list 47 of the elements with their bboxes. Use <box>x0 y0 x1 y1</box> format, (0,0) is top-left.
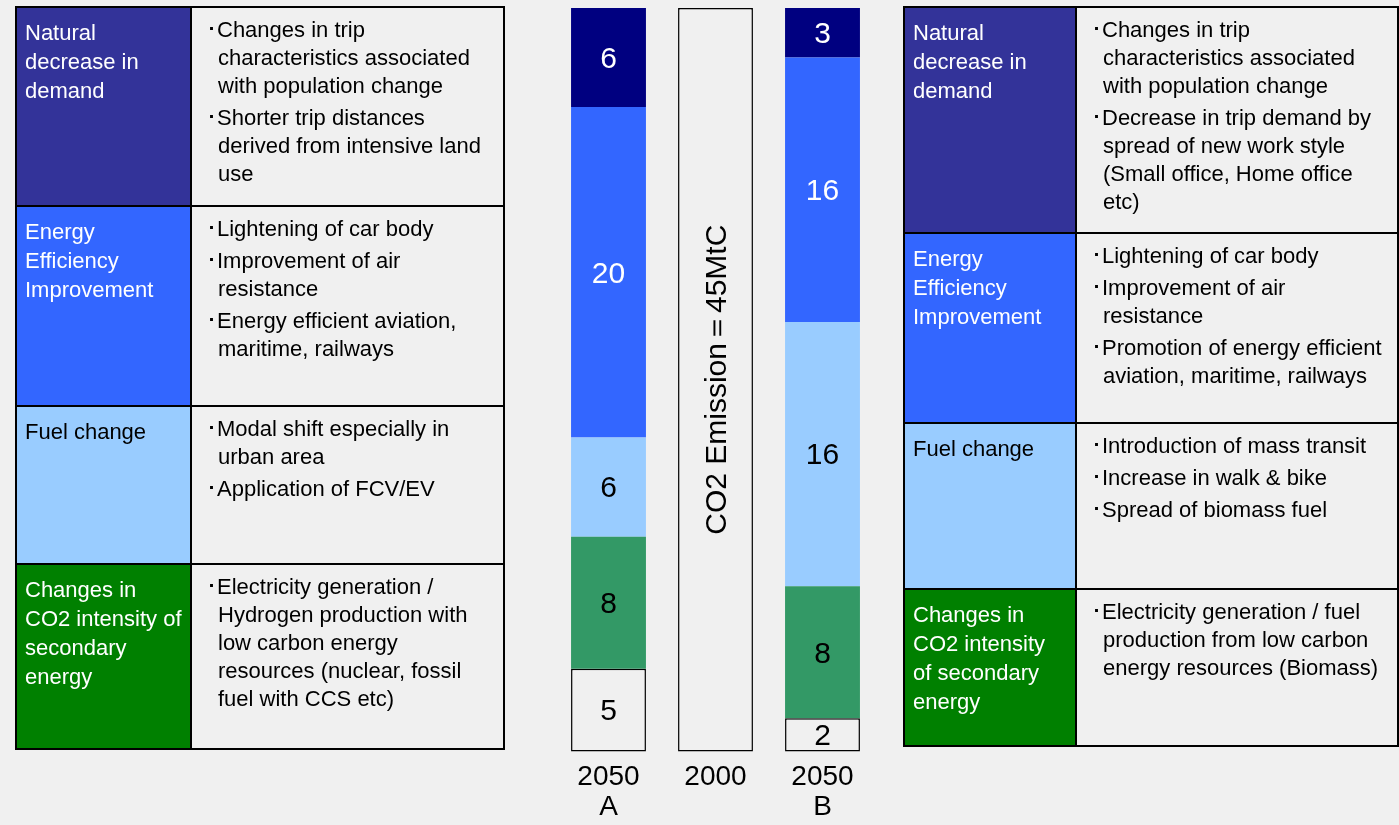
bar <box>571 107 646 438</box>
category-label: Energy Efficiency Improvement <box>17 207 190 405</box>
data-label: 20 <box>591 255 626 289</box>
text: ･Changes in trip characteristics associated with population change <box>206 17 470 98</box>
text: ･Introduction of mass transit <box>1091 433 1367 458</box>
bar <box>785 321 860 587</box>
category-label: Fuel change <box>905 424 1075 588</box>
data-label: 16 <box>805 172 840 206</box>
text: ･Application of FCV/EV <box>206 476 435 501</box>
bar <box>571 437 646 537</box>
bar <box>785 57 860 322</box>
text: ･Changes in trip characteristics associated with population change <box>1091 17 1355 98</box>
text: ･Modal shift especially in urban area <box>206 416 450 469</box>
text: ･Spread of biomass fuel <box>1091 497 1328 522</box>
data-label: 2 <box>814 718 831 752</box>
category-label: Changes in CO2 intensity of secondary energy <box>17 565 190 748</box>
text: ･Lightening of car body <box>206 216 434 241</box>
text: ･Lightening of car body <box>1091 243 1319 268</box>
category-label: Energy Efficiency Improvement <box>905 234 1075 422</box>
bar <box>785 586 860 719</box>
data-label: 16 <box>805 437 840 471</box>
text: ･Promotion of energy efficient aviation, maritime, railways <box>1091 335 1382 388</box>
text: ･Energy efficient aviation, maritime, railways <box>206 308 457 361</box>
text: ･Electricity generation / Hydrogen production with low carbon energy resources (nuclear, fossil fuel with CCS etc) <box>206 574 468 711</box>
text: ･Improvement of air resistance <box>1091 275 1286 328</box>
text: ･Improvement of air resistance <box>206 248 401 301</box>
category-label: Changes in CO2 intensity of secondary energy <box>905 590 1075 745</box>
data-label: 8 <box>814 635 831 669</box>
data-label: 3 <box>814 16 831 50</box>
x-tick-label: 2050 A <box>577 759 640 822</box>
data-label: 5 <box>600 693 617 727</box>
text: ･Electricity generation / fuel production from low carbon energy resources (Biomass) <box>1091 599 1379 680</box>
category-label: Natural decrease in demand <box>905 8 1075 232</box>
bar <box>571 536 646 669</box>
x-tick-label: 2000 <box>684 759 747 791</box>
x-tick-label: 2050 B <box>791 759 854 822</box>
text: ･Decrease in trip demand by spread of new work style (Small office, Home office etc) <box>1091 105 1372 214</box>
data-label: CO2 Emission＝45MtC <box>698 224 732 535</box>
bar <box>785 8 860 58</box>
text: ･Shorter trip distances derived from intensive land use <box>206 105 481 186</box>
data-label: 6 <box>600 40 617 74</box>
text: ･Increase in walk & bike <box>1091 465 1327 490</box>
category-label: Natural decrease in demand <box>17 8 190 205</box>
data-label: 6 <box>600 470 617 504</box>
bar <box>571 8 646 108</box>
data-label: 8 <box>600 585 617 619</box>
category-label: Fuel change <box>17 407 190 563</box>
